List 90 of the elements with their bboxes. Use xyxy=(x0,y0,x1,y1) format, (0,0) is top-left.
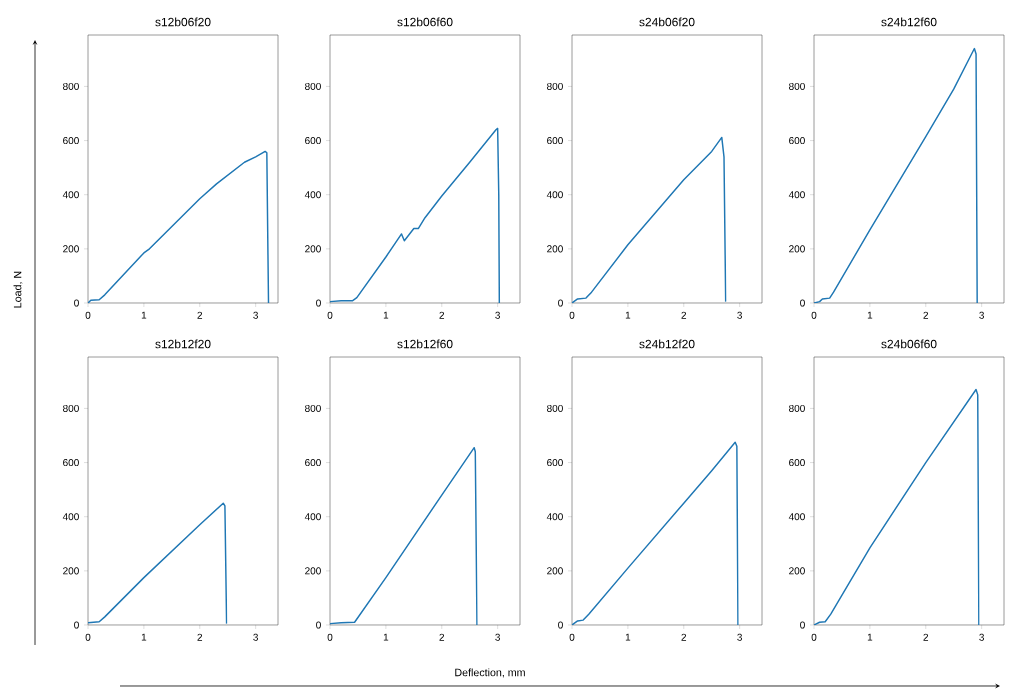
y-tick-label: 200 xyxy=(789,567,805,575)
x-tick-label: 1 xyxy=(383,633,389,641)
x-tick-label: 3 xyxy=(495,633,500,641)
x-tick-label: 3 xyxy=(979,311,984,319)
x-tick-label: 2 xyxy=(681,311,687,319)
y-tick-label: 400 xyxy=(788,513,805,521)
line-series xyxy=(88,502,228,625)
x-tick-label: 1 xyxy=(141,633,147,641)
x-tick-label: 2 xyxy=(923,311,929,319)
chart-title: s24b06f60 xyxy=(881,339,937,349)
y-tick-label: 800 xyxy=(305,404,321,412)
y-tick-label: 800 xyxy=(63,404,79,412)
chart-title: s12b12f20 xyxy=(155,339,211,349)
y-tick-label: 600 xyxy=(63,137,79,145)
y-tick-label: 400 xyxy=(546,513,563,521)
x-tick-label: 0 xyxy=(569,633,575,641)
line-series xyxy=(330,446,478,625)
line-series xyxy=(814,47,978,303)
y-tick-label: 200 xyxy=(547,245,563,253)
y-tick-label: 0 xyxy=(558,299,563,307)
chart-title: s24b12f20 xyxy=(639,339,695,349)
x-tick-label: 3 xyxy=(979,633,984,641)
y-tick-label: 800 xyxy=(547,82,563,90)
y-tick-label: 400 xyxy=(62,191,79,199)
y-tick-label: 200 xyxy=(63,245,79,253)
x-tick-label: 2 xyxy=(197,633,203,641)
x-tick-label: 1 xyxy=(867,633,873,641)
y-tick-label: 200 xyxy=(547,567,563,575)
x-tick-label: 2 xyxy=(439,311,445,319)
y-tick-label: 800 xyxy=(789,82,805,90)
y-tick-label: 600 xyxy=(305,137,321,145)
x-tick-label: 2 xyxy=(439,633,445,641)
x-tick-label: 0 xyxy=(811,633,817,641)
y-tick-label: 800 xyxy=(63,82,79,90)
y-tick-label: 400 xyxy=(304,191,321,199)
y-tick-label: 0 xyxy=(74,621,79,629)
y-axis-title: Load, N xyxy=(13,271,23,308)
line-series xyxy=(330,127,501,303)
x-tick-label: 3 xyxy=(495,311,500,319)
y-tick-label: 400 xyxy=(546,191,563,199)
x-tick-label: 0 xyxy=(569,311,575,319)
y-tick-label: 200 xyxy=(789,245,805,253)
x-tick-label: 1 xyxy=(625,633,631,641)
x-tick-label: 0 xyxy=(85,633,91,641)
y-tick-label: 600 xyxy=(63,459,79,467)
y-tick-label: 0 xyxy=(316,621,321,629)
line-series xyxy=(572,136,727,303)
line-series xyxy=(572,441,739,625)
line-series xyxy=(814,388,980,625)
line-series xyxy=(88,150,270,303)
y-tick-label: 0 xyxy=(800,299,805,307)
x-tick-label: 3 xyxy=(737,311,742,319)
y-tick-label: 400 xyxy=(788,191,805,199)
y-tick-label: 600 xyxy=(547,459,563,467)
y-tick-label: 600 xyxy=(789,137,805,145)
x-axis-title: Deflection, mm xyxy=(455,668,525,678)
y-tick-label: 200 xyxy=(305,567,321,575)
y-tick-label: 400 xyxy=(304,513,321,521)
x-tick-label: 0 xyxy=(85,311,91,319)
x-tick-label: 1 xyxy=(383,311,389,319)
x-tick-label: 3 xyxy=(253,311,258,319)
x-tick-label: 1 xyxy=(867,311,873,319)
x-tick-label: 1 xyxy=(625,311,631,319)
chart-title: s12b06f20 xyxy=(155,17,211,27)
y-tick-label: 600 xyxy=(547,137,563,145)
y-tick-label: 400 xyxy=(62,513,79,521)
x-tick-label: 2 xyxy=(681,633,687,641)
x-tick-label: 1 xyxy=(141,311,147,319)
chart-title: s24b12f60 xyxy=(881,17,937,27)
y-tick-label: 800 xyxy=(789,404,805,412)
chart-title: s12b12f60 xyxy=(397,339,453,349)
chart-title: s12b06f60 xyxy=(397,17,453,27)
x-tick-label: 3 xyxy=(253,633,258,641)
y-tick-label: 600 xyxy=(305,459,321,467)
y-tick-label: 800 xyxy=(547,404,563,412)
y-tick-label: 0 xyxy=(74,299,79,307)
y-tick-label: 0 xyxy=(558,621,563,629)
y-tick-label: 0 xyxy=(800,621,805,629)
x-tick-label: 2 xyxy=(923,633,929,641)
x-tick-label: 2 xyxy=(197,311,203,319)
y-tick-label: 200 xyxy=(305,245,321,253)
chart-title: s24b06f20 xyxy=(639,17,695,27)
y-tick-label: 600 xyxy=(789,459,805,467)
x-tick-label: 0 xyxy=(327,311,333,319)
x-tick-label: 0 xyxy=(811,311,817,319)
x-tick-label: 3 xyxy=(737,633,742,641)
x-tick-label: 0 xyxy=(327,633,333,641)
y-tick-label: 800 xyxy=(305,82,321,90)
y-tick-label: 0 xyxy=(316,299,321,307)
y-tick-label: 200 xyxy=(63,567,79,575)
